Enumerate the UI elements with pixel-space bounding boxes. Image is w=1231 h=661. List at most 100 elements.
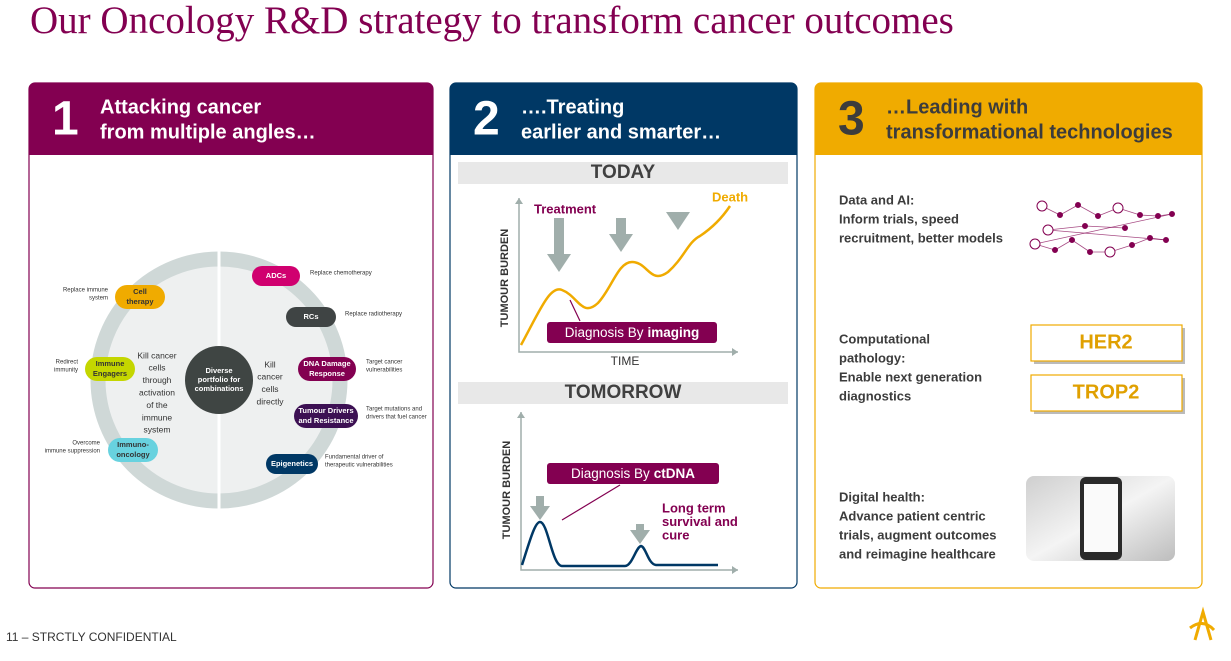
outcome-label: Long term (662, 500, 726, 515)
panel-number: 2 (473, 93, 500, 146)
panel-heading: ….Treating (521, 96, 624, 118)
modality-name: therapy (126, 297, 154, 306)
y-axis-label: TUMOUR BURDEN (499, 229, 511, 327)
modality-pill (115, 285, 165, 309)
axis (520, 412, 738, 571)
treatment-arrow (536, 496, 544, 508)
modality-pill (252, 266, 300, 286)
wheel-label: cells (148, 363, 165, 373)
panel-heading: Attacking cancer (100, 96, 261, 118)
panel-heading: …Leading with (886, 96, 1028, 118)
network-node (1112, 202, 1124, 214)
network-link (1047, 225, 1086, 231)
modality-name: Immune (96, 359, 125, 368)
network-node (1095, 213, 1101, 219)
network-node (1122, 225, 1128, 231)
modality-note: Replace immune (63, 288, 109, 294)
modality-pill (294, 404, 358, 428)
panel-header (29, 83, 433, 155)
burden-curve (519, 205, 732, 346)
item-text: diagnostics (839, 388, 911, 403)
item-text: pathology: (839, 350, 905, 365)
modality-name: oncology (116, 450, 150, 459)
diagnosis-emphasis: ctDNA (654, 466, 696, 481)
network-node (1163, 237, 1169, 243)
burden-curve (520, 520, 718, 568)
modality-note: immune suppression (45, 449, 100, 455)
treatment-arrow-head (609, 234, 633, 252)
modality-name: Epigenetics (271, 459, 313, 468)
network-link (1131, 237, 1151, 246)
death-label: Death (712, 189, 748, 204)
treatment-arrow-head (630, 530, 650, 544)
biomarker-box (1030, 324, 1183, 362)
network-link (1077, 204, 1099, 217)
modality-note: Redirect (56, 360, 79, 366)
modality-note: system (89, 296, 108, 302)
modality-name: Response (309, 369, 345, 378)
diagnosis-label: Diagnosis By ctDNA (571, 466, 695, 481)
section-band (458, 162, 788, 184)
network-node (1137, 212, 1143, 218)
network-link (1139, 214, 1159, 217)
axis-arrow (515, 198, 523, 204)
network-node (1087, 249, 1093, 255)
slide-title: Our Oncology R&D strategy to transform c… (30, 0, 954, 42)
wheel-label: system (144, 425, 171, 435)
modality-name: Immuno- (117, 440, 149, 449)
network-node (1104, 246, 1116, 258)
modality-note: therapeutic vulnerabilities (325, 463, 393, 469)
pointer (561, 484, 621, 521)
modality-pill (286, 307, 336, 327)
modality-note: Fundamental driver of (325, 455, 384, 461)
wheel-label: immune (142, 412, 173, 422)
diagnosis-label: Diagnosis By imaging (565, 325, 700, 340)
treatment-arrow-head (547, 254, 571, 272)
panel-header (450, 83, 797, 155)
modality-pill (266, 454, 318, 474)
section-band (458, 382, 788, 404)
network-node (1057, 212, 1063, 218)
treatment-arrow-head (530, 506, 550, 520)
company-logo (1189, 606, 1216, 641)
diagnosis-text: Diagnosis By (565, 325, 644, 340)
modality-note: immunity (54, 368, 78, 374)
x-axis-label: TIME (611, 354, 640, 368)
network-link (1059, 204, 1079, 216)
treatment-arrow (636, 524, 644, 532)
network-node (1169, 211, 1175, 217)
network-node (1129, 242, 1135, 248)
axis-arrow (732, 566, 738, 574)
modality-note: Replace chemotherapy (310, 271, 372, 277)
modality-note: Target cancer (366, 360, 402, 366)
wheel-label: through (143, 375, 172, 385)
modality-name: Cell (133, 287, 147, 296)
treatment-arrow (554, 218, 564, 256)
section-label: TOMORROW (565, 382, 682, 403)
network-link (1034, 213, 1173, 245)
network-link (1071, 239, 1091, 253)
modality-note: Overcome (72, 441, 100, 447)
wheel-label: activation (139, 387, 175, 397)
network-node (1155, 213, 1161, 219)
panel-heading: transformational technologies (886, 121, 1173, 143)
wheel-label: cancer (257, 372, 283, 382)
wheel-label: cells (261, 384, 278, 394)
diagnosis-text: Diagnosis By (571, 466, 650, 481)
network-node (1036, 200, 1048, 212)
item-text: Inform trials, speed (839, 211, 959, 226)
wheel-center (185, 346, 253, 414)
wheel-label: of the (146, 400, 168, 410)
item-text: recruitment, better models (839, 230, 1003, 245)
biomarker-label: TROP2 (1073, 381, 1140, 403)
network-node (1147, 235, 1153, 241)
modality-name: RCs (303, 312, 318, 321)
network-node (1075, 202, 1081, 208)
axis-arrow (732, 348, 738, 356)
treatment-arrow-head (666, 212, 690, 230)
pointer (569, 299, 581, 322)
panel-number: 1 (52, 93, 79, 146)
diagnosis-pill (547, 322, 717, 343)
network-node (1029, 238, 1041, 250)
